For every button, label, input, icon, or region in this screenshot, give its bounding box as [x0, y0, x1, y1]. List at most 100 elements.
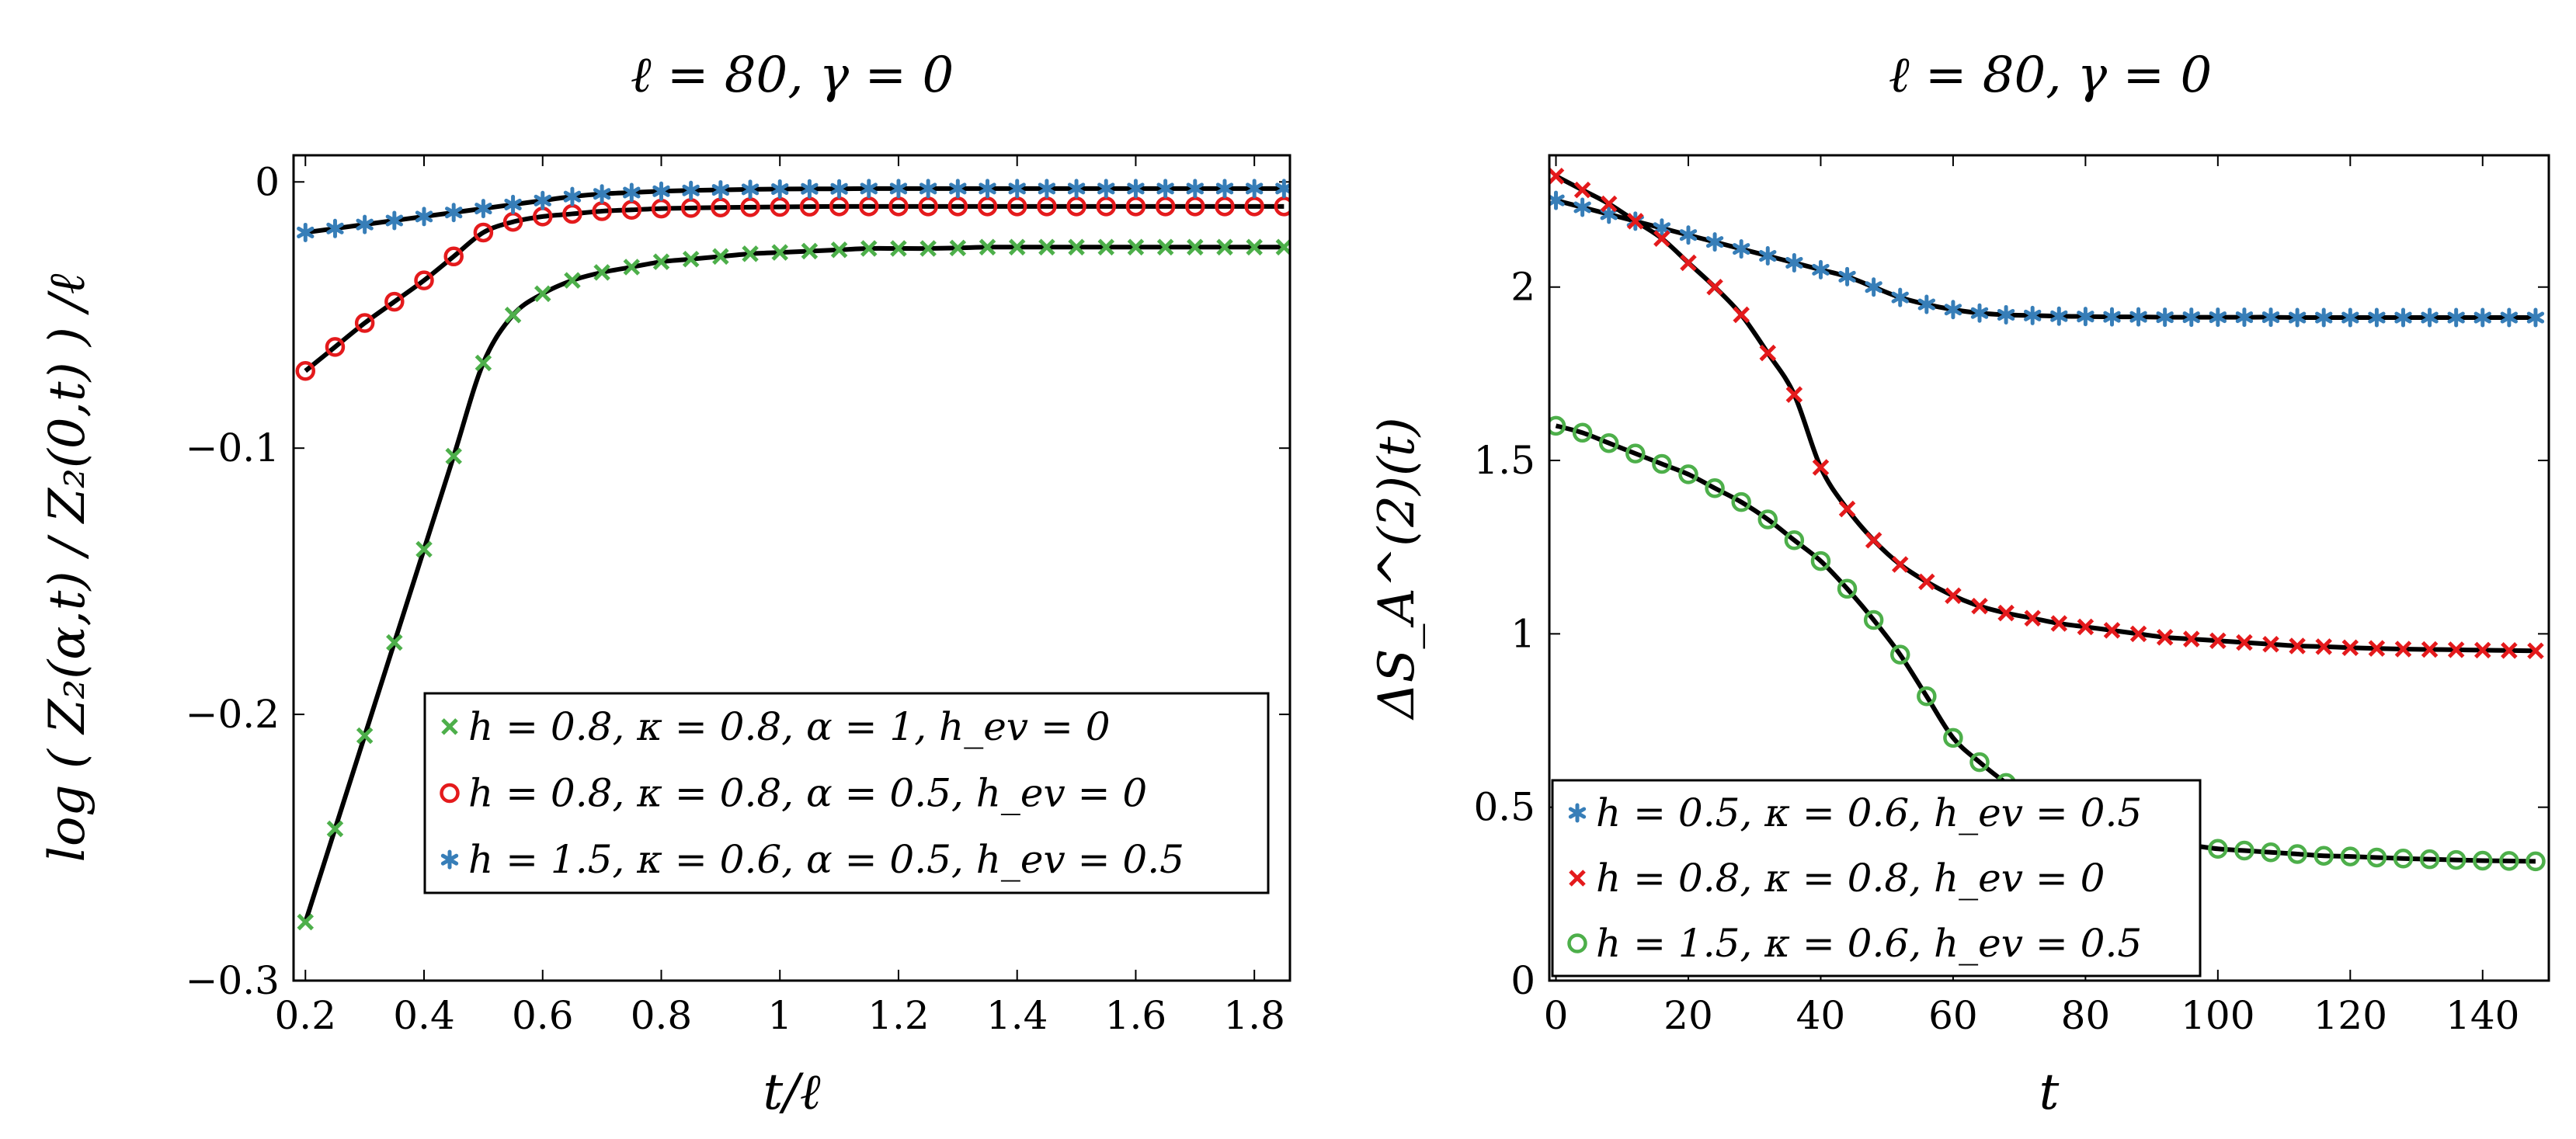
legend-marker: [441, 718, 458, 735]
data-point: [2366, 847, 2387, 868]
data-point: [2447, 307, 2465, 328]
data-point: [1097, 238, 1115, 256]
data-point: [2315, 638, 2332, 655]
data-point: [2050, 306, 2068, 326]
data-point: [1008, 238, 1026, 256]
data-point: [1810, 550, 1831, 571]
data-point: [564, 272, 581, 289]
data-point: [2024, 609, 2041, 627]
data-point: [2288, 307, 2307, 328]
data-point: [2289, 637, 2306, 655]
data-point: [2446, 849, 2466, 870]
data-point: [1008, 179, 1026, 199]
data-point: [1652, 453, 1672, 474]
data-point: [2474, 641, 2491, 659]
y-tick-label: 0: [1510, 958, 1535, 1003]
data-point: [2103, 622, 2121, 639]
data-point: [415, 540, 433, 558]
data-point: [1627, 213, 1644, 230]
data-point: [473, 222, 494, 243]
data-point: [979, 238, 996, 256]
data-point: [326, 218, 344, 238]
data-point: [742, 245, 759, 262]
data-point: [1573, 197, 1591, 217]
data-point: [979, 179, 996, 199]
data-point: [1757, 509, 1778, 530]
data-point: [1038, 238, 1055, 256]
data-point: [1917, 294, 1935, 314]
data-point: [1679, 225, 1698, 245]
x-axis-label: t: [2039, 1064, 2060, 1121]
data-point: [386, 634, 403, 651]
data-point: [1863, 609, 1884, 630]
data-point: [1678, 464, 1698, 484]
data-point: [1837, 578, 1858, 599]
data-point: [2419, 849, 2440, 870]
y-tick-label: 1.5: [1473, 438, 1535, 483]
data-point: [356, 727, 374, 745]
data-point: [1653, 230, 1670, 247]
data-point: [534, 190, 551, 210]
data-point: [2209, 307, 2227, 328]
data-point: [1653, 218, 1671, 238]
data-point: [860, 179, 878, 199]
data-point: [2394, 641, 2412, 658]
data-point: [1186, 179, 1204, 199]
data-point: [2261, 307, 2280, 328]
data-point: [1246, 179, 1264, 199]
x-tick-label: 0: [1544, 993, 1569, 1038]
data-point: [415, 207, 433, 227]
data-point: [2368, 307, 2386, 328]
x-tick-label: 1.4: [986, 993, 1048, 1038]
data-point: [949, 179, 967, 199]
legend-marker: [440, 849, 459, 870]
data-point: [682, 250, 700, 268]
data-point: [1838, 266, 1856, 286]
data-point: [2077, 307, 2095, 327]
data-point: [1600, 195, 1618, 213]
data-point: [2287, 844, 2307, 864]
chart-title: ℓ = 80, γ = 0: [631, 47, 954, 104]
data-point: [1600, 204, 1618, 224]
data-point: [504, 194, 522, 214]
legend-marker: [1567, 933, 1587, 953]
left-chart: ℓ = 80, γ = 0 0.2 0.4 0.6 0.8 1 1.2 1.4 1.6 1.8 0 −…: [39, 47, 1291, 1121]
data-point: [2314, 846, 2334, 866]
data-point: [2341, 307, 2359, 328]
data-point: [1759, 344, 1777, 362]
data-point: [2156, 629, 2174, 646]
y-tick-label: 0.5: [1473, 785, 1535, 830]
data-point: [1969, 752, 1990, 773]
data-point: [623, 182, 641, 203]
data-point: [1944, 300, 1962, 320]
legend-label: h = 0.8, κ = 0.8, α = 1, h_ev = 0: [468, 704, 1111, 749]
data-point: [919, 179, 937, 199]
data-point: [297, 222, 315, 242]
data-point: [652, 253, 670, 270]
data-point: [1917, 686, 1937, 707]
data-point: [1784, 530, 1805, 550]
data-point: [2208, 839, 2228, 859]
data-point: [2473, 307, 2491, 328]
data-point: [2103, 307, 2121, 327]
x-tick-label: 0.4: [393, 993, 455, 1038]
data-point: [1889, 644, 1910, 665]
data-point: [2261, 842, 2281, 863]
legend-box: [1551, 779, 2202, 978]
data-point: [326, 820, 344, 838]
data-point: [2077, 618, 2095, 636]
data-point: [830, 179, 848, 199]
data-point: [2501, 642, 2518, 659]
series-line: [304, 186, 1285, 235]
series-0: [297, 238, 1290, 931]
plot-area: [295, 179, 1290, 931]
data-point: [1275, 238, 1290, 256]
x-tick-label: 0.8: [631, 993, 693, 1038]
data-point: [1733, 239, 1750, 259]
legend-box: [423, 692, 1270, 894]
x-tick-label: 140: [2446, 993, 2519, 1038]
data-point: [801, 179, 819, 199]
data-point: [1549, 168, 1565, 185]
data-point: [385, 210, 403, 231]
